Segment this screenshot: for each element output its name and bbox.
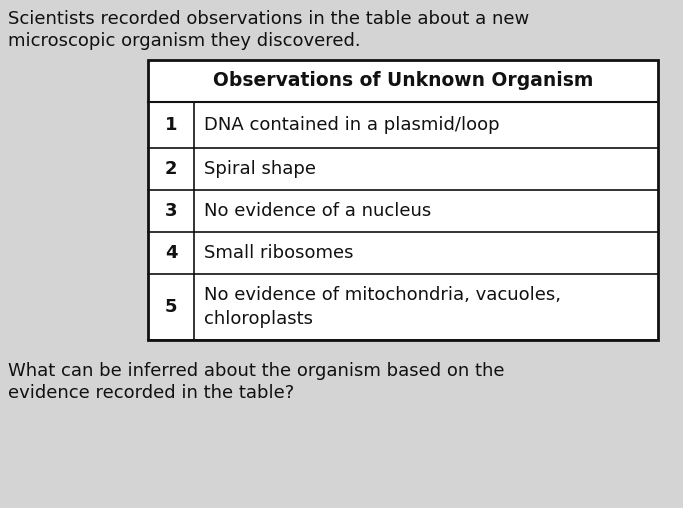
Text: DNA contained in a plasmid/loop: DNA contained in a plasmid/loop: [204, 116, 500, 134]
Text: No evidence of mitochondria, vacuoles,
chloroplasts: No evidence of mitochondria, vacuoles, c…: [204, 285, 561, 329]
Text: Scientists recorded observations in the table about a new: Scientists recorded observations in the …: [8, 10, 529, 28]
Text: 1: 1: [165, 116, 178, 134]
Text: Observations of Unknown Organism: Observations of Unknown Organism: [213, 72, 594, 90]
Text: No evidence of a nucleus: No evidence of a nucleus: [204, 202, 431, 220]
Text: 4: 4: [165, 244, 178, 262]
Text: 2: 2: [165, 160, 178, 178]
Text: Spiral shape: Spiral shape: [204, 160, 316, 178]
Text: What can be inferred about the organism based on the: What can be inferred about the organism …: [8, 362, 505, 380]
Text: microscopic organism they discovered.: microscopic organism they discovered.: [8, 32, 361, 50]
Bar: [148, 60, 658, 340]
Text: evidence recorded in the table?: evidence recorded in the table?: [8, 384, 294, 402]
Text: 5: 5: [165, 298, 178, 316]
Text: 3: 3: [165, 202, 178, 220]
Bar: [148, 60, 658, 340]
Text: Small ribosomes: Small ribosomes: [204, 244, 354, 262]
